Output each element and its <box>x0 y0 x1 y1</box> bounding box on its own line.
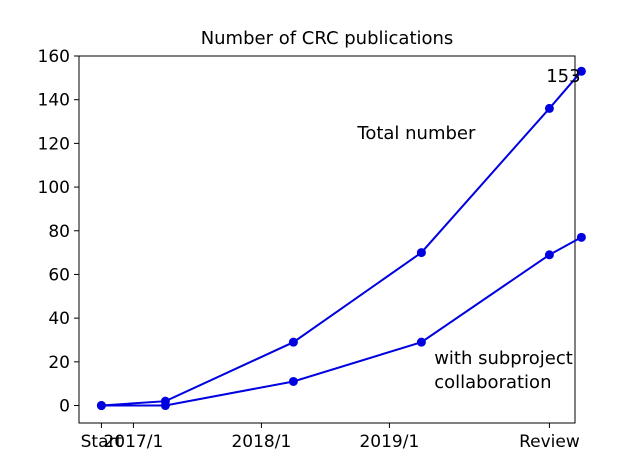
data-point <box>416 248 426 258</box>
data-point <box>288 376 298 386</box>
annotation: collaboration <box>434 372 551 393</box>
y-tick-label: 100 <box>38 178 70 198</box>
x-tick-label: 2017/1 <box>103 432 163 452</box>
annotation-layer: 153 Total number with subproject collaborat… <box>356 66 580 393</box>
y-tick-label: 40 <box>48 309 70 329</box>
y-tick-label: 140 <box>38 91 70 111</box>
series-line-2 <box>101 236 582 407</box>
series-layer <box>96 66 586 411</box>
x-tick-label: 2018/1 <box>231 432 291 452</box>
data-point <box>576 232 586 242</box>
x-tick-label: Review <box>519 432 580 452</box>
plot-frame <box>78 55 576 424</box>
y-axis: 0 20 40 60 80 100 120 140 160 <box>38 47 79 417</box>
chart-title: Number of CRC publications <box>201 28 454 49</box>
data-point <box>416 337 426 347</box>
x-tick-label: Start <box>81 432 123 452</box>
data-point <box>96 401 106 411</box>
data-point <box>160 401 170 411</box>
annotation: Total number <box>356 123 476 144</box>
x-tick-label: 2019/1 <box>359 432 419 452</box>
series-line-1 <box>101 70 583 407</box>
data-point <box>576 66 586 76</box>
y-tick-label: 80 <box>48 222 70 242</box>
y-tick-label: 20 <box>48 353 70 373</box>
y-tick-label: 60 <box>48 265 70 285</box>
data-point <box>288 337 298 347</box>
annotation: with subproject <box>434 348 573 369</box>
y-tick-label: 160 <box>38 47 70 67</box>
data-point <box>544 250 554 260</box>
data-point <box>544 103 554 113</box>
y-tick-label: 120 <box>38 134 70 154</box>
y-tick-label: 0 <box>59 397 70 417</box>
annotation: 153 <box>546 66 580 87</box>
